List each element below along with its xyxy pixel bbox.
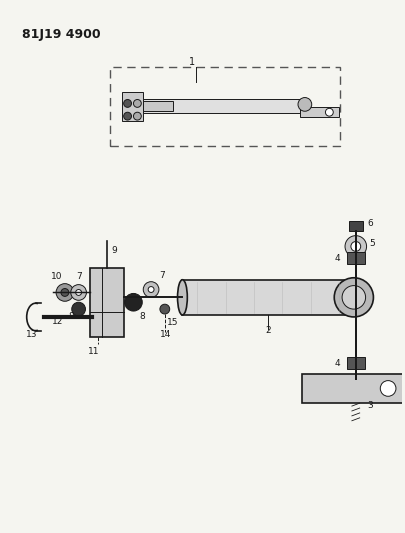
Bar [182, 280, 353, 315]
Bar [90, 268, 124, 336]
Bar [346, 357, 364, 369]
Text: 13: 13 [26, 329, 37, 338]
Text: 8: 8 [139, 312, 145, 321]
Text: 10: 10 [51, 272, 63, 281]
Circle shape [133, 112, 141, 120]
Text: 5: 5 [369, 239, 374, 248]
Circle shape [379, 381, 395, 396]
Circle shape [148, 287, 153, 293]
Text: 7: 7 [158, 271, 164, 280]
Circle shape [75, 289, 81, 295]
Text: 14: 14 [160, 329, 171, 338]
Circle shape [344, 236, 366, 257]
Text: 8: 8 [68, 312, 73, 321]
Text: 3: 3 [367, 401, 372, 410]
Bar [122, 92, 143, 121]
Bar [301, 374, 405, 403]
Circle shape [124, 294, 142, 311]
Text: 15: 15 [166, 318, 178, 327]
Text: 6: 6 [367, 219, 372, 228]
Text: 81J19 4900: 81J19 4900 [22, 28, 100, 41]
Bar [143, 100, 299, 113]
Circle shape [61, 288, 68, 296]
Circle shape [325, 108, 333, 116]
Circle shape [70, 285, 86, 300]
Circle shape [341, 286, 364, 309]
Text: 4: 4 [333, 359, 339, 368]
Ellipse shape [177, 280, 187, 315]
Circle shape [160, 304, 169, 314]
Bar [143, 101, 172, 111]
Circle shape [124, 112, 131, 120]
Text: 2: 2 [265, 326, 270, 335]
Circle shape [143, 281, 158, 297]
Circle shape [133, 100, 141, 107]
Text: 9: 9 [111, 246, 116, 255]
Circle shape [333, 278, 373, 317]
Text: 12: 12 [52, 317, 64, 326]
Text: 1: 1 [189, 57, 195, 67]
Circle shape [297, 98, 311, 111]
Text: 4: 4 [333, 254, 339, 263]
Circle shape [350, 241, 360, 252]
Text: 11: 11 [88, 347, 100, 356]
Circle shape [56, 284, 74, 301]
Circle shape [72, 302, 85, 316]
Bar [346, 252, 364, 264]
Bar [110, 67, 339, 146]
Text: 7: 7 [76, 272, 81, 281]
Bar [348, 221, 362, 231]
Bar [299, 107, 338, 117]
Circle shape [124, 100, 131, 107]
